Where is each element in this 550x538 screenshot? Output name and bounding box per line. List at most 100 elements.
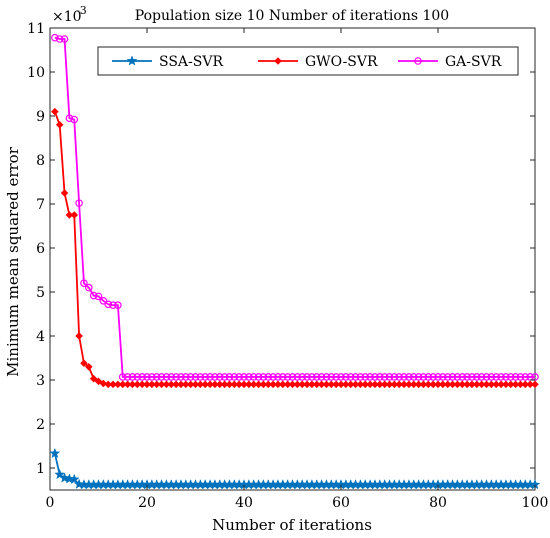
data-point bbox=[443, 380, 452, 389]
data-point bbox=[429, 380, 437, 389]
data-point bbox=[380, 380, 389, 389]
data-point bbox=[118, 380, 127, 389]
data-point bbox=[293, 380, 302, 389]
data-point bbox=[128, 373, 137, 381]
plot-area bbox=[49, 27, 536, 491]
data-point bbox=[468, 373, 476, 381]
data-point bbox=[458, 380, 467, 389]
data-point bbox=[152, 380, 161, 389]
data-point bbox=[385, 373, 394, 381]
chart-title: Population size 10 Number of iterations … bbox=[135, 8, 449, 24]
data-point bbox=[85, 363, 93, 371]
data-point bbox=[240, 380, 248, 389]
y-tick-label: 8 bbox=[36, 153, 45, 169]
data-point bbox=[249, 373, 258, 381]
data-point bbox=[196, 380, 205, 389]
data-point bbox=[51, 107, 59, 116]
data-point bbox=[191, 380, 200, 389]
data-point bbox=[118, 373, 127, 381]
data-point bbox=[51, 33, 59, 42]
data-point bbox=[89, 291, 98, 300]
data-point bbox=[477, 373, 486, 381]
data-point bbox=[60, 189, 69, 197]
data-point bbox=[327, 380, 336, 389]
data-point bbox=[89, 374, 98, 383]
data-point bbox=[114, 301, 122, 310]
data-point bbox=[526, 380, 534, 389]
data-point bbox=[60, 35, 69, 43]
data-point bbox=[487, 373, 496, 381]
data-point bbox=[182, 373, 190, 381]
data-point bbox=[225, 373, 234, 381]
data-point bbox=[143, 373, 151, 381]
data-point bbox=[182, 380, 190, 389]
data-point bbox=[191, 373, 200, 381]
data-point bbox=[99, 379, 108, 388]
data-point bbox=[439, 380, 447, 389]
data-point bbox=[70, 211, 79, 219]
data-point bbox=[361, 380, 370, 389]
data-point bbox=[453, 380, 462, 389]
data-point bbox=[346, 380, 355, 389]
data-point bbox=[497, 373, 505, 381]
data-point bbox=[80, 359, 88, 368]
data-point bbox=[157, 380, 166, 389]
data-point bbox=[409, 380, 418, 389]
data-point bbox=[162, 380, 171, 389]
data-point bbox=[259, 380, 268, 389]
data-point bbox=[375, 373, 384, 381]
data-point bbox=[94, 377, 103, 386]
data-point bbox=[409, 373, 418, 381]
data-point bbox=[94, 292, 103, 301]
series-ga-svr bbox=[51, 33, 539, 381]
data-point bbox=[497, 380, 505, 389]
data-point bbox=[521, 380, 530, 389]
data-point bbox=[138, 373, 146, 381]
data-point bbox=[283, 373, 292, 381]
data-point bbox=[487, 380, 496, 389]
data-point bbox=[463, 373, 471, 381]
data-point bbox=[235, 380, 243, 389]
data-point bbox=[405, 380, 413, 389]
data-point bbox=[385, 380, 394, 389]
data-point bbox=[482, 373, 491, 381]
data-point bbox=[468, 380, 476, 389]
data-point bbox=[245, 373, 253, 381]
data-point bbox=[356, 373, 365, 381]
data-point bbox=[143, 380, 151, 389]
data-point bbox=[230, 380, 239, 389]
x-tick-label: 20 bbox=[138, 495, 156, 511]
data-point bbox=[269, 380, 277, 389]
data-point bbox=[293, 373, 302, 381]
data-point bbox=[303, 373, 311, 381]
data-point bbox=[414, 57, 422, 65]
data-point bbox=[148, 373, 156, 381]
y-tick-label: 11 bbox=[27, 21, 45, 37]
data-point bbox=[274, 380, 282, 389]
data-point bbox=[215, 373, 224, 381]
data-point bbox=[109, 380, 117, 389]
data-point bbox=[254, 373, 263, 381]
y-tick-label: 7 bbox=[36, 197, 45, 213]
data-point bbox=[65, 211, 74, 219]
x-tick-label: 100 bbox=[522, 495, 549, 511]
data-point bbox=[249, 380, 258, 389]
y-exponent-power: -3 bbox=[76, 4, 87, 17]
data-point bbox=[65, 114, 74, 123]
data-point bbox=[201, 380, 209, 389]
data-point bbox=[424, 373, 433, 381]
data-point bbox=[477, 380, 486, 389]
data-point bbox=[104, 380, 112, 389]
x-tick-label: 0 bbox=[46, 495, 55, 511]
data-point bbox=[516, 373, 525, 381]
data-point bbox=[85, 283, 93, 292]
data-point bbox=[109, 301, 117, 310]
data-point bbox=[172, 380, 180, 389]
y-tick-label: 1 bbox=[36, 461, 45, 477]
data-point bbox=[506, 380, 515, 389]
axes-box bbox=[49, 27, 536, 491]
data-point bbox=[492, 373, 501, 381]
data-point bbox=[162, 373, 171, 381]
